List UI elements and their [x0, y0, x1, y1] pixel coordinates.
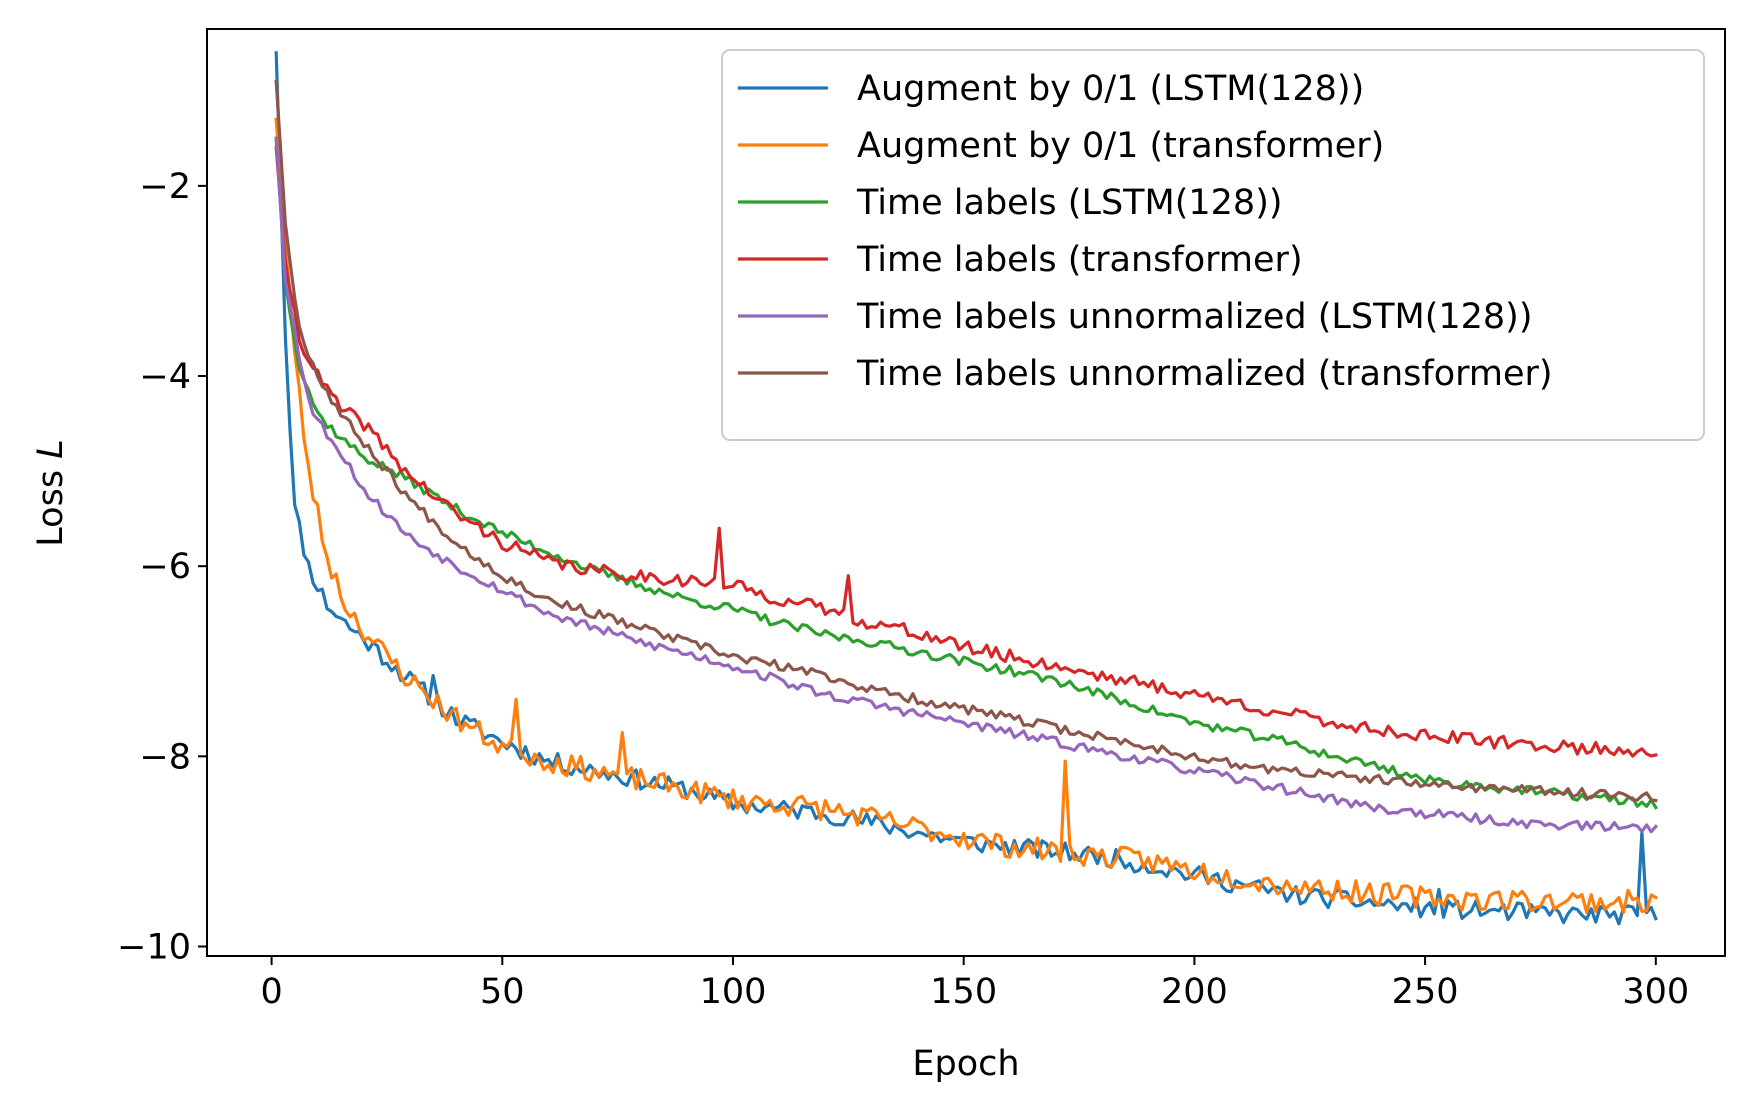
- y-axis-label-text: Loss: [31, 459, 71, 547]
- x-axis-label: Epoch: [912, 1044, 1019, 1084]
- y-tick-label: −8: [139, 737, 191, 777]
- y-axis: −2 −4 −6 −8 −10: [117, 167, 207, 967]
- series-line: [274, 136, 1659, 834]
- x-tick-label: 0: [260, 972, 282, 1012]
- legend-label: Augment by 0/1 (transformer): [857, 126, 1384, 166]
- series-line: [274, 117, 1658, 914]
- series-line: [274, 79, 1658, 803]
- legend-label: Augment by 0/1 (LSTM(128)): [857, 69, 1364, 109]
- series-line: [274, 146, 1658, 758]
- series-line: [274, 136, 1659, 810]
- x-tick-label: 150: [930, 972, 997, 1012]
- x-tick-label: 100: [700, 972, 767, 1012]
- legend-box: [721, 49, 1705, 441]
- legend-label: Time labels (LSTM(128)): [856, 183, 1283, 223]
- x-tick-label: 300: [1622, 972, 1689, 1012]
- y-axis-label: Loss L: [31, 439, 71, 546]
- y-tick-label: −2: [139, 167, 191, 207]
- legend: Augment by 0/1 (LSTM(128)) Augment by 0/1…: [721, 49, 1705, 441]
- legend-label: Time labels unnormalized (transformer): [856, 354, 1553, 394]
- x-tick-label: 250: [1392, 972, 1459, 1012]
- legend-label: Time labels (transformer): [856, 240, 1303, 280]
- x-axis: 0 50 100 150 200 250 300: [260, 956, 1689, 1012]
- y-tick-label: −10: [117, 927, 191, 967]
- plot-series-group: [274, 51, 1659, 926]
- x-tick-label: 200: [1161, 972, 1228, 1012]
- y-axis-label-symbol: L: [31, 439, 71, 459]
- y-tick-label: −6: [139, 547, 191, 587]
- x-tick-label: 50: [480, 972, 525, 1012]
- legend-label: Time labels unnormalized (LSTM(128)): [856, 297, 1532, 337]
- y-tick-label: −4: [139, 357, 191, 397]
- plot-frame: [206, 28, 1726, 957]
